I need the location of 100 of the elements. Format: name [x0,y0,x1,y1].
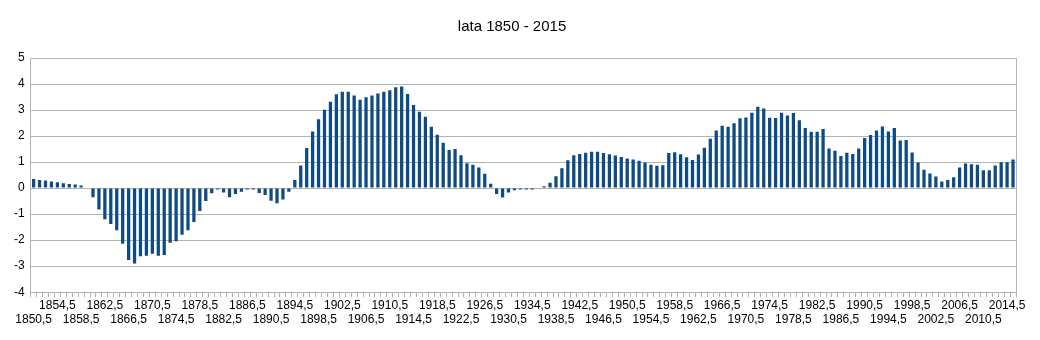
y-tick-label: -2 [14,232,25,247]
x-tick-label: 1898,5 [300,312,338,327]
bar [696,154,701,188]
bar [940,181,944,188]
x-tick-label: 1974,5 [751,297,789,312]
x-tick-label: 2010,5 [965,312,1003,327]
bar [346,91,350,188]
x-tick-label: 1946,5 [585,312,623,327]
x-tick-label: 1870,5 [134,297,172,312]
bar [886,131,891,188]
bar [661,165,665,188]
bar [863,137,867,188]
x-tick-label: 1878,5 [181,297,219,312]
bar [132,188,137,264]
bar [192,188,196,222]
bar [340,91,344,188]
y-tick-label: 5 [17,50,25,65]
bar [316,119,321,188]
bar [293,180,297,188]
bar [554,176,558,188]
bar [981,170,985,188]
bar [263,188,267,195]
bar [613,155,617,188]
x-tick-label: 1894,5 [276,297,314,312]
y-tick-label: -4 [14,284,25,299]
bar [910,152,914,188]
x-tick-label: 1850,5 [15,312,53,327]
bar [334,94,338,188]
bar [726,126,730,188]
bar [684,157,689,188]
x-tick-label: 1954,5 [632,312,670,327]
bar [400,86,404,188]
bar [975,164,980,188]
bar [138,188,143,257]
bar [126,188,131,260]
bar [310,131,315,188]
bar [572,155,576,188]
bar [916,162,920,188]
x-tick-label: 1938,5 [537,312,575,327]
bar [797,120,801,188]
bar [435,134,439,188]
bar [779,112,784,188]
bar [465,163,469,188]
x-tick-label: 1922,5 [442,312,480,327]
bar [287,188,291,192]
bar [744,117,748,188]
x-tick-label: 1978,5 [775,312,813,327]
bar [162,188,166,255]
bar [607,154,612,188]
bar [809,131,813,188]
bar [49,181,54,188]
bar [221,188,226,193]
y-tick-label: 3 [17,102,25,117]
bar [79,185,83,188]
x-tick-label: 1918,5 [418,297,456,312]
bar [61,183,65,188]
bar [851,154,855,188]
bar [892,128,896,188]
y-tick-label: 0 [17,180,25,195]
bar [993,165,997,188]
x-tick-label: 1930,5 [490,312,528,327]
x-tick-label: 1950,5 [608,297,646,312]
x-tick-label: 1990,5 [846,297,884,312]
bar [32,179,36,188]
bar [115,188,119,231]
x-tick-label: 1862,5 [86,297,124,312]
bar [643,162,647,188]
bar [388,90,392,188]
x-tick-label: 1906,5 [347,312,385,327]
bar [601,152,606,188]
bar [821,129,825,188]
bar [738,118,742,188]
bar [67,183,71,188]
x-tick-label: 2006,5 [941,297,979,312]
bar [281,188,285,200]
bar [679,154,683,188]
bar [477,167,481,188]
bar [963,163,968,188]
bar [459,155,463,188]
x-tick-label: 1970,5 [727,312,765,327]
bar [957,167,962,188]
bar [584,152,588,188]
bar [756,106,760,188]
bar [97,188,101,210]
x-tick-label: 1998,5 [893,297,931,312]
bar [845,152,849,188]
bar [429,126,433,188]
bar [305,148,309,188]
bar [352,95,356,188]
x-tick-label: 1914,5 [395,312,433,327]
bar [803,128,807,188]
bar [827,148,831,188]
bar [382,91,386,188]
bar [946,180,950,188]
bar [589,151,594,188]
bar [714,130,718,188]
bar [453,149,457,188]
bar [898,140,902,188]
bar [578,154,582,188]
bar [37,180,42,188]
